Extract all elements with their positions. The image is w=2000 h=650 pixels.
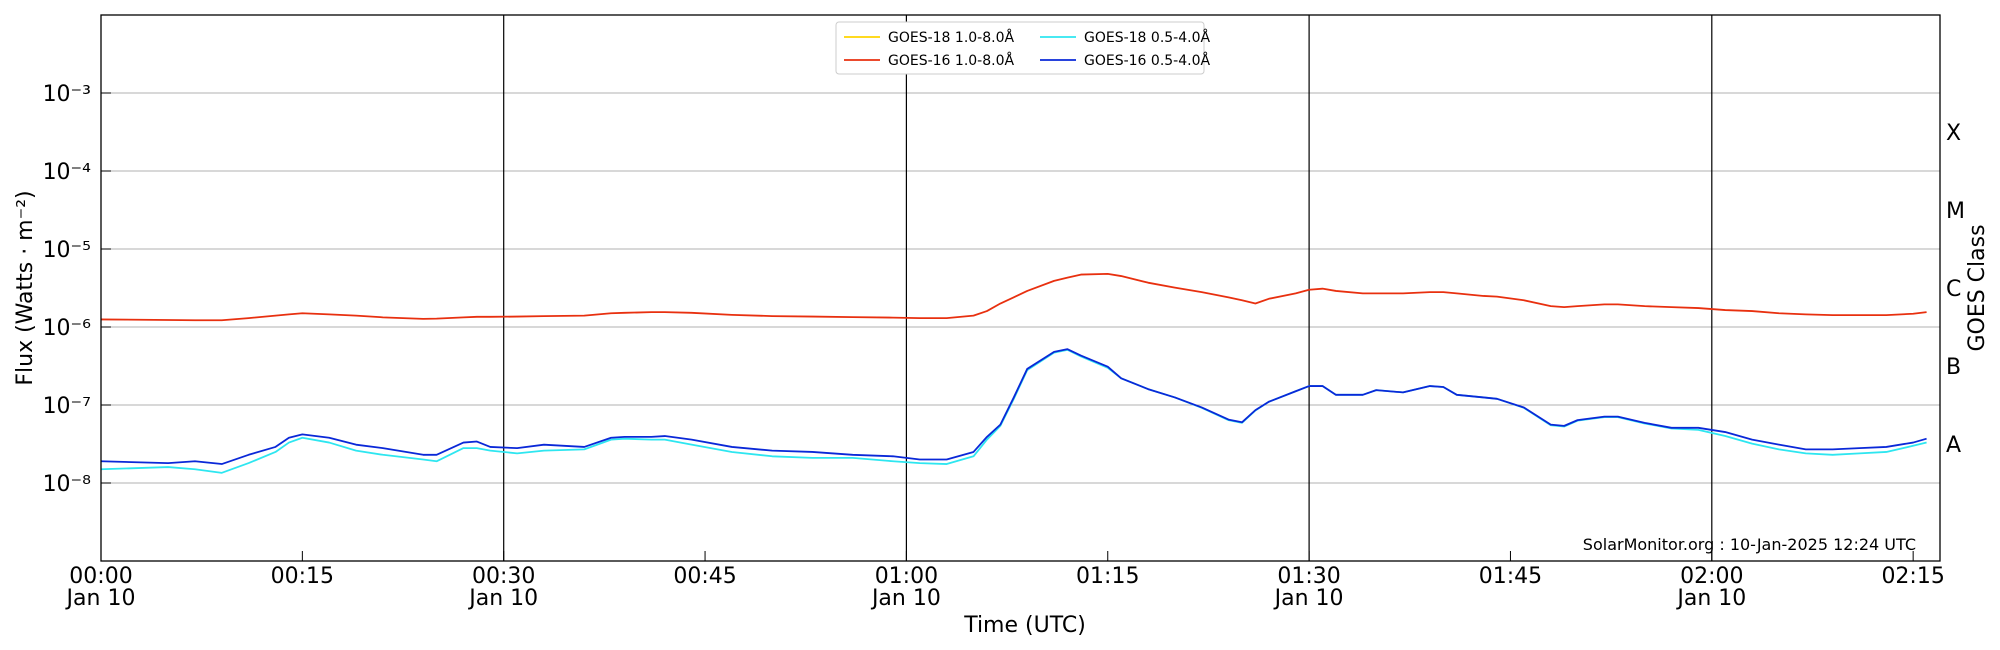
- x-tick-label: 02:15: [1881, 564, 1944, 589]
- series-line: [100, 348, 1927, 465]
- legend-label: GOES-16 1.0-8.0Å: [888, 52, 1014, 69]
- x-tick-label: 01:00: [875, 564, 938, 589]
- x-tick-label: Jan 10: [1675, 586, 1746, 611]
- y-tick-label: 10⁻⁴: [43, 160, 92, 185]
- legend-label: GOES-18 0.5-4.0Å: [1084, 29, 1210, 46]
- y2-tick-label: M: [1946, 199, 1965, 224]
- y2-tick-label: B: [1946, 355, 1961, 380]
- x-axis-label: Time (UTC): [963, 613, 1086, 638]
- legend-label: GOES-16 0.5-4.0Å: [1084, 52, 1210, 69]
- y2-tick-label: X: [1946, 121, 1961, 146]
- x-tick-label: 00:30: [472, 564, 535, 589]
- y-axis-label: Flux (Watts · m⁻²): [13, 190, 38, 385]
- y-tick-label: 10⁻⁶: [43, 316, 92, 341]
- x-tick-label: 00:00: [69, 564, 132, 589]
- x-tick-label: Jan 10: [65, 586, 136, 611]
- legend-box: [835, 21, 1205, 75]
- x-tick-label: 01:45: [1479, 564, 1542, 589]
- x-tick-label: Jan 10: [467, 586, 538, 611]
- y-tick-label: 10⁻³: [43, 82, 91, 107]
- series-line: [100, 348, 1927, 474]
- x-tick-label: 00:15: [271, 564, 334, 589]
- legend-label: GOES-18 1.0-8.0Å: [888, 29, 1014, 46]
- y2-axis-label: GOES Class: [1965, 224, 1990, 351]
- x-tick-label: 02:00: [1680, 564, 1743, 589]
- plot-frame: [100, 14, 1941, 562]
- series-line: [100, 272, 1927, 322]
- y-tick-label: 10⁻⁸: [43, 472, 92, 497]
- y-tick-label: 10⁻⁷: [43, 394, 91, 419]
- x-tick-label: 01:15: [1076, 564, 1139, 589]
- x-tick-label: Jan 10: [870, 586, 941, 611]
- x-tick-label: 01:30: [1277, 564, 1340, 589]
- y2-tick-label: A: [1946, 433, 1961, 458]
- x-tick-label: 00:45: [673, 564, 736, 589]
- y2-tick-label: C: [1946, 277, 1961, 302]
- x-tick-label: Jan 10: [1273, 586, 1344, 611]
- annotation: SolarMonitor.org : 10-Jan-2025 12:24 UTC: [1583, 535, 1916, 554]
- y-tick-label: 10⁻⁵: [43, 238, 91, 263]
